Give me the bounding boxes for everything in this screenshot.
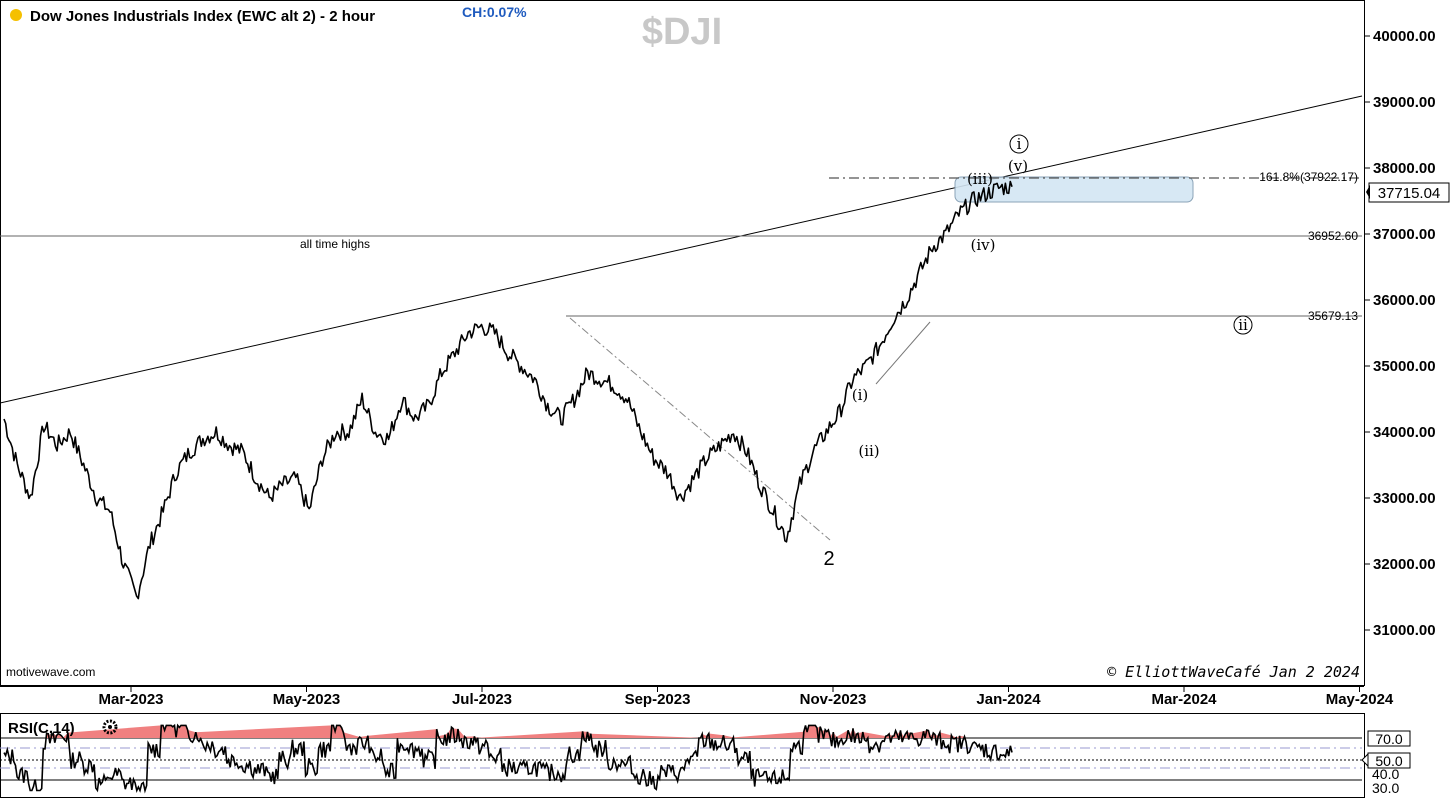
wave2-channel-line <box>569 317 831 541</box>
svg-text:40.0: 40.0 <box>1372 766 1399 782</box>
current-price-label: 37715.04 <box>1378 185 1441 202</box>
target-zone-box <box>954 176 1194 203</box>
time-tick-label: May-2023 <box>273 691 341 708</box>
time-tick-label: May-2024 <box>1326 691 1394 708</box>
price-tick-label: 34000.00 <box>1373 424 1436 441</box>
rsi-level-box-40: 40.0 <box>1372 766 1399 782</box>
price-tick-label: 31000.00 <box>1373 622 1436 639</box>
rsi-level-box-30: 30.0 <box>1372 780 1399 796</box>
chart-title: Dow Jones Industrials Index (EWC alt 2) … <box>30 8 375 25</box>
rsi-label: RSI(C,14) <box>8 720 75 737</box>
all-time-highs-label: all time highs <box>300 237 370 251</box>
current-price-pointer-icon <box>1366 185 1370 199</box>
wave-2-label: 2 <box>823 548 834 570</box>
wave-i-label: (i) <box>852 386 869 404</box>
rsi-panel-frame <box>0 713 1365 798</box>
wave-iv-label: (iv) <box>971 236 996 254</box>
change-readout: CH:0.07% <box>462 4 527 20</box>
wave-circle-i-ring <box>1009 134 1029 154</box>
svg-text:50.0: 50.0 <box>1375 753 1402 769</box>
wave-v-label: (v) <box>1008 157 1028 175</box>
price-series-line <box>3 180 1013 600</box>
time-tick-label: Mar-2024 <box>1151 691 1217 708</box>
wave-circle-ii-ring <box>1233 315 1253 335</box>
rsi-level-box-70: 70.0 <box>1367 730 1411 747</box>
time-axis: Mar-2023 May-2023 Jul-2023 Sep-2023 Nov-2023… <box>98 686 1394 708</box>
price-tick-label: 39000.00 <box>1373 94 1436 111</box>
time-tick-label: Jan-2024 <box>976 691 1041 708</box>
wave-circle-i-label: i <box>1017 135 1022 153</box>
main-plot-frame <box>0 0 1365 686</box>
rsi-overbought-fill <box>46 725 965 738</box>
svg-text:70.0: 70.0 <box>1375 731 1402 747</box>
level-label-36952: 36952.60 <box>1308 229 1358 243</box>
trend-line <box>0 95 1363 404</box>
price-tick-label: 40000.00 <box>1373 28 1436 45</box>
svg-text:30.0: 30.0 <box>1372 780 1399 796</box>
time-tick-label: Sep-2023 <box>625 691 691 708</box>
price-tick-label: 38000.00 <box>1373 160 1436 177</box>
time-tick-label: Mar-2023 <box>98 691 163 708</box>
wave-i-channel-line <box>875 321 931 385</box>
wave-iii-label: (iii) <box>967 170 993 188</box>
wave-ii-label: (ii) <box>858 442 879 460</box>
motivewave-watermark: motivewave.com <box>6 665 95 679</box>
time-tick-label: Nov-2023 <box>800 691 867 708</box>
symbol-watermark: $DJI <box>642 11 722 53</box>
rsi-current-pointer-icon <box>1361 752 1369 768</box>
wave-circle-ii-label: ii <box>1238 316 1248 334</box>
price-tick-label: 36000.00 <box>1373 292 1436 309</box>
rsi-level-box-50: 50.0 <box>1367 752 1411 769</box>
level-label-35679: 35679.13 <box>1308 309 1358 323</box>
rsi-panel: RSI(C,14) 70.0 50.0 40.0 30.0 <box>0 719 1411 796</box>
rsi-series-line <box>3 723 1013 794</box>
rsi-settings-gear-icon[interactable] <box>102 719 118 735</box>
price-axis: 40000.00 39000.00 38000.00 37000.00 36000.00… <box>1364 28 1436 639</box>
fib-level-label: 161.8%(37922.17) <box>1259 170 1358 184</box>
price-tick-label: 32000.00 <box>1373 556 1436 573</box>
status-dot-icon <box>10 9 22 21</box>
time-tick-label: Jul-2023 <box>452 691 512 708</box>
price-tick-label: 33000.00 <box>1373 490 1436 507</box>
price-tick-label: 37000.00 <box>1373 226 1436 243</box>
rsi-settings-gear-hub <box>108 725 112 729</box>
elliottwavecafe-watermark: © ElliottWaveCafé Jan 2 2024 <box>1107 663 1360 681</box>
price-tick-label: 35000.00 <box>1373 358 1436 375</box>
